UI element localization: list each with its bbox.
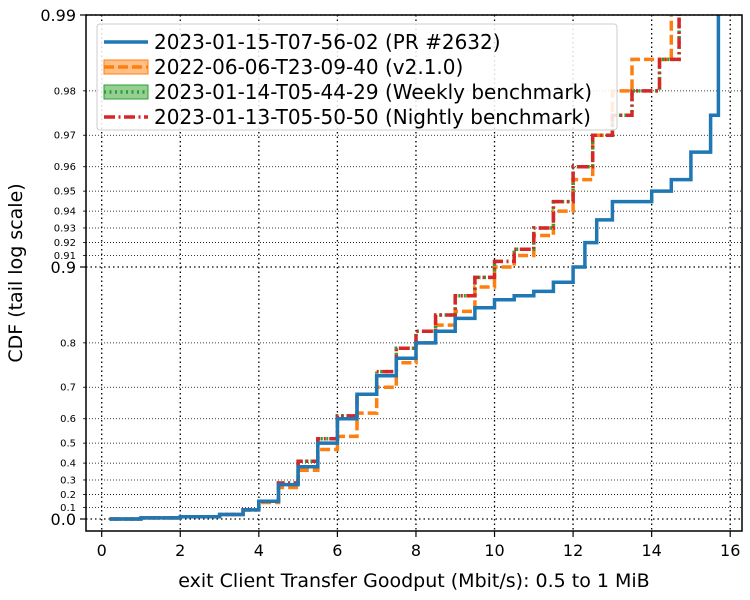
x-tick-label: 0: [97, 541, 107, 560]
legend-box: [96, 23, 618, 131]
y-tick-label-minor: 0.4: [60, 459, 76, 470]
y-tick-label: 0.99: [40, 6, 76, 25]
series-lines: [109, 15, 721, 521]
y-tick-label-minor: 0.1: [60, 503, 76, 514]
x-axis-ticks: 0 2 4 6 8 10 12 14 16: [97, 531, 740, 560]
y-tick-label-minor: 0.93: [54, 223, 76, 234]
legend-item: 2022-06-06-T23-09-40 (v2.1.0): [103, 55, 463, 79]
y-tick-label-minor: 0.91: [54, 251, 76, 262]
series-line: [109, 15, 721, 521]
legend-label: 2023-01-14-T05-44-29 (Weekly benchmark): [154, 80, 592, 104]
x-tick-label: 2: [175, 541, 185, 560]
y-tick-label-minor: 0.96: [54, 162, 76, 173]
legend: 2023-01-15-T07-56-02 (PR #2632)2022-06-0…: [96, 23, 618, 131]
legend-label: 2022-06-06-T23-09-40 (v2.1.0): [154, 55, 463, 79]
y-tick-label-minor: 0.98: [54, 86, 76, 97]
x-axis-label: exit Client Transfer Goodput (Mbit/s): 0…: [178, 570, 649, 592]
y-tick-label-minor: 0.2: [60, 490, 76, 501]
y-tick-label-minor: 0.3: [60, 475, 76, 486]
legend-label: 2023-01-13-T05-50-50 (Nightly benchmark): [154, 105, 591, 129]
y-axis-label: CDF (tail log scale): [5, 183, 27, 362]
series-line: [109, 15, 681, 521]
legend-item: 2023-01-14-T05-44-29 (Weekly benchmark): [103, 80, 592, 104]
y-tick-label-minor: 0.97: [54, 131, 76, 142]
y-tick-label-minor: 0.92: [54, 238, 76, 249]
x-tick-label: 12: [563, 541, 583, 560]
y-tick-label: 0.0: [51, 510, 76, 529]
y-axis-ticks: 0.0 0.9 0.99 0.1 0.2 0.3 0.4 0.5 0.6 0.7 0.8 0.91 0.…: [40, 6, 86, 529]
x-tick-label: 16: [720, 541, 740, 560]
y-tick-label-minor: 0.7: [60, 383, 76, 394]
x-tick-label: 4: [254, 541, 264, 560]
legend-item: 2023-01-15-T07-56-02 (PR #2632): [104, 30, 501, 54]
x-tick-label: 8: [411, 541, 421, 560]
x-tick-label: 6: [332, 541, 342, 560]
y-tick-label-minor: 0.95: [54, 187, 76, 198]
y-tick-label-minor: 0.8: [60, 338, 76, 349]
legend-label: 2023-01-15-T07-56-02 (PR #2632): [154, 30, 501, 54]
y-tick-label-minor: 0.5: [60, 439, 76, 450]
y-tick-label-minor: 0.94: [54, 207, 76, 218]
x-tick-label: 10: [484, 541, 504, 560]
x-tick-label: 14: [641, 541, 661, 560]
legend-item: 2023-01-13-T05-50-50 (Nightly benchmark): [104, 105, 591, 129]
y-tick-label-minor: 0.6: [60, 414, 76, 425]
y-tick-label: 0.9: [51, 258, 76, 277]
plot-frame: [85, 14, 743, 532]
